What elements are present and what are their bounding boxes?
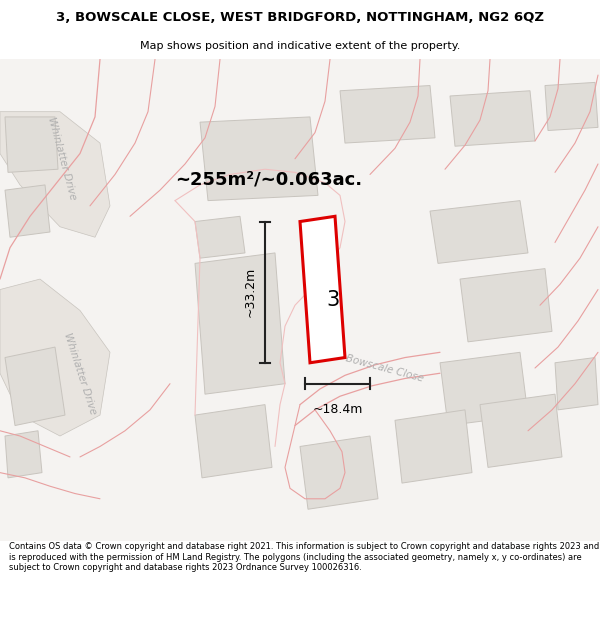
Polygon shape: [340, 86, 435, 143]
Polygon shape: [0, 112, 110, 238]
Polygon shape: [5, 431, 42, 478]
Polygon shape: [200, 117, 318, 201]
Text: Contains OS data © Crown copyright and database right 2021. This information is : Contains OS data © Crown copyright and d…: [9, 542, 599, 572]
Polygon shape: [195, 404, 272, 478]
Polygon shape: [0, 279, 110, 436]
Text: Bowscale Close: Bowscale Close: [345, 352, 425, 383]
Polygon shape: [480, 394, 562, 468]
Polygon shape: [430, 201, 528, 263]
Text: 3, BOWSCALE CLOSE, WEST BRIDGFORD, NOTTINGHAM, NG2 6QZ: 3, BOWSCALE CLOSE, WEST BRIDGFORD, NOTTI…: [56, 11, 544, 24]
Text: Whinlatter Drive: Whinlatter Drive: [46, 116, 78, 201]
Polygon shape: [5, 347, 65, 426]
Polygon shape: [545, 82, 598, 131]
Text: ~33.2m: ~33.2m: [244, 267, 257, 318]
Text: Map shows position and indicative extent of the property.: Map shows position and indicative extent…: [140, 41, 460, 51]
Polygon shape: [395, 410, 472, 483]
Polygon shape: [5, 117, 58, 172]
Polygon shape: [0, 59, 600, 541]
Polygon shape: [460, 269, 552, 342]
Polygon shape: [450, 91, 535, 146]
Polygon shape: [300, 216, 345, 362]
Polygon shape: [5, 185, 50, 238]
Text: ~18.4m: ~18.4m: [313, 402, 362, 416]
Text: Whinlatter Drive: Whinlatter Drive: [62, 331, 98, 416]
Polygon shape: [555, 357, 598, 410]
Polygon shape: [300, 436, 378, 509]
Polygon shape: [440, 352, 528, 426]
Polygon shape: [195, 253, 285, 394]
Text: ~255m²/~0.063ac.: ~255m²/~0.063ac.: [175, 171, 362, 189]
Text: 3: 3: [326, 290, 339, 310]
Polygon shape: [195, 216, 245, 258]
